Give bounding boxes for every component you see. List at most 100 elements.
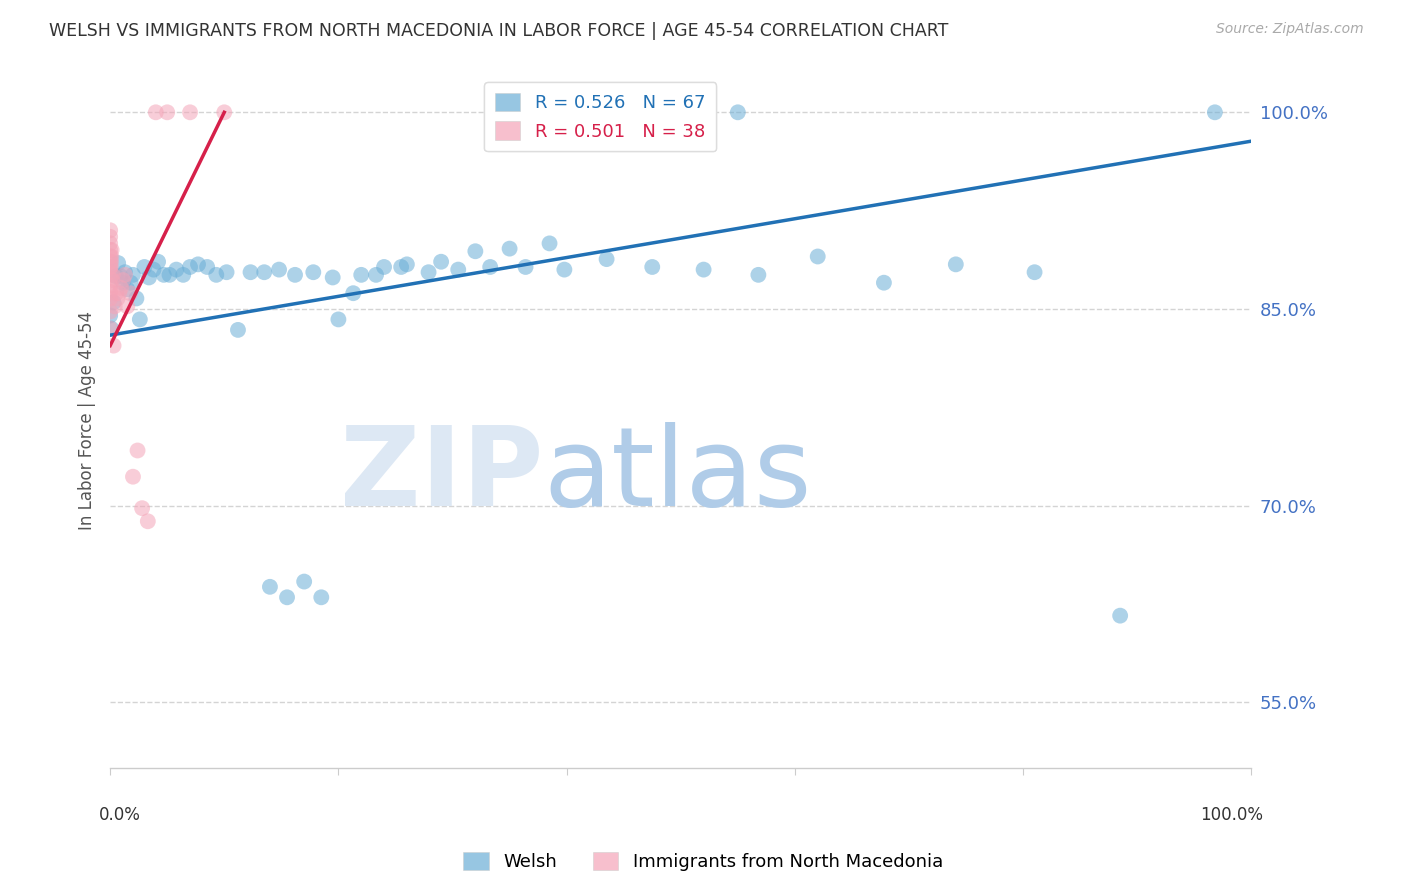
Point [98, 285, 121, 299]
Point [120, 286, 142, 301]
Point [98, 223, 121, 237]
Point [134, 260, 156, 274]
Point [98, 304, 121, 318]
Point [479, 260, 502, 274]
Point [328, 312, 350, 326]
Point [641, 260, 664, 274]
Point [322, 270, 344, 285]
Point [142, 262, 165, 277]
Point [342, 286, 364, 301]
Point [311, 591, 333, 605]
Text: atlas: atlas [544, 423, 813, 530]
Point [215, 265, 238, 279]
Point [100, 243, 122, 257]
Point [873, 276, 896, 290]
Legend: R = 0.526   N = 67, R = 0.501   N = 38: R = 0.526 N = 67, R = 0.501 N = 38 [485, 82, 716, 152]
Point [127, 443, 149, 458]
Point [98, 230, 121, 244]
Point [98, 292, 121, 306]
Point [98, 265, 121, 279]
Point [692, 262, 714, 277]
Point [267, 262, 290, 277]
Point [389, 260, 412, 274]
Point [430, 254, 453, 268]
Point [152, 268, 174, 282]
Point [105, 286, 128, 301]
Point [179, 105, 201, 120]
Point [214, 105, 236, 120]
Point [125, 292, 148, 306]
Point [1204, 105, 1226, 120]
Point [136, 514, 159, 528]
Point [98, 236, 121, 251]
Point [111, 273, 134, 287]
Point [104, 269, 127, 284]
Point [464, 244, 486, 259]
Point [131, 501, 153, 516]
Point [945, 257, 967, 271]
Point [114, 265, 136, 279]
Point [107, 292, 129, 306]
Point [1109, 608, 1132, 623]
Point [292, 574, 315, 589]
Point [98, 254, 121, 268]
Point [747, 268, 769, 282]
Point [122, 268, 145, 282]
Point [156, 105, 179, 120]
Point [447, 262, 470, 277]
Point [1024, 265, 1046, 279]
Point [498, 242, 520, 256]
Point [187, 257, 209, 271]
Point [110, 281, 132, 295]
Point [100, 254, 122, 268]
Text: 100.0%: 100.0% [1199, 805, 1263, 824]
Point [302, 265, 325, 279]
Point [122, 469, 145, 483]
Point [538, 236, 561, 251]
Point [276, 591, 298, 605]
Point [364, 268, 387, 282]
Point [165, 262, 187, 277]
Point [98, 260, 121, 274]
Point [159, 268, 181, 282]
Point [146, 254, 169, 268]
Point [107, 256, 129, 270]
Point [259, 580, 281, 594]
Point [727, 105, 749, 120]
Point [108, 286, 131, 301]
Point [205, 268, 228, 282]
Point [98, 278, 121, 293]
Point [515, 260, 537, 274]
Point [117, 282, 139, 296]
Point [284, 268, 307, 282]
Legend: Welsh, Immigrants from North Macedonia: Welsh, Immigrants from North Macedonia [456, 845, 950, 879]
Point [111, 276, 134, 290]
Text: WELSH VS IMMIGRANTS FROM NORTH MACEDONIA IN LABOR FORCE | AGE 45-54 CORRELATION : WELSH VS IMMIGRANTS FROM NORTH MACEDONIA… [49, 22, 949, 40]
Point [98, 243, 121, 257]
Point [807, 250, 830, 264]
Text: Source: ZipAtlas.com: Source: ZipAtlas.com [1216, 22, 1364, 37]
Point [120, 276, 142, 290]
Point [110, 269, 132, 284]
Point [395, 257, 418, 271]
Point [138, 270, 160, 285]
Point [100, 260, 122, 274]
Point [128, 312, 150, 326]
Point [98, 321, 121, 335]
Point [98, 250, 121, 264]
Point [595, 252, 617, 266]
Point [101, 268, 124, 282]
Point [103, 338, 125, 352]
Point [103, 295, 125, 310]
Point [145, 105, 167, 120]
Text: 0.0%: 0.0% [98, 805, 141, 824]
Point [195, 260, 218, 274]
Y-axis label: In Labor Force | Age 45-54: In Labor Force | Age 45-54 [79, 310, 96, 530]
Point [101, 273, 124, 287]
Point [100, 321, 122, 335]
Point [624, 105, 647, 120]
Point [172, 268, 194, 282]
Text: ZIP: ZIP [340, 423, 544, 530]
Point [553, 262, 575, 277]
Point [239, 265, 262, 279]
